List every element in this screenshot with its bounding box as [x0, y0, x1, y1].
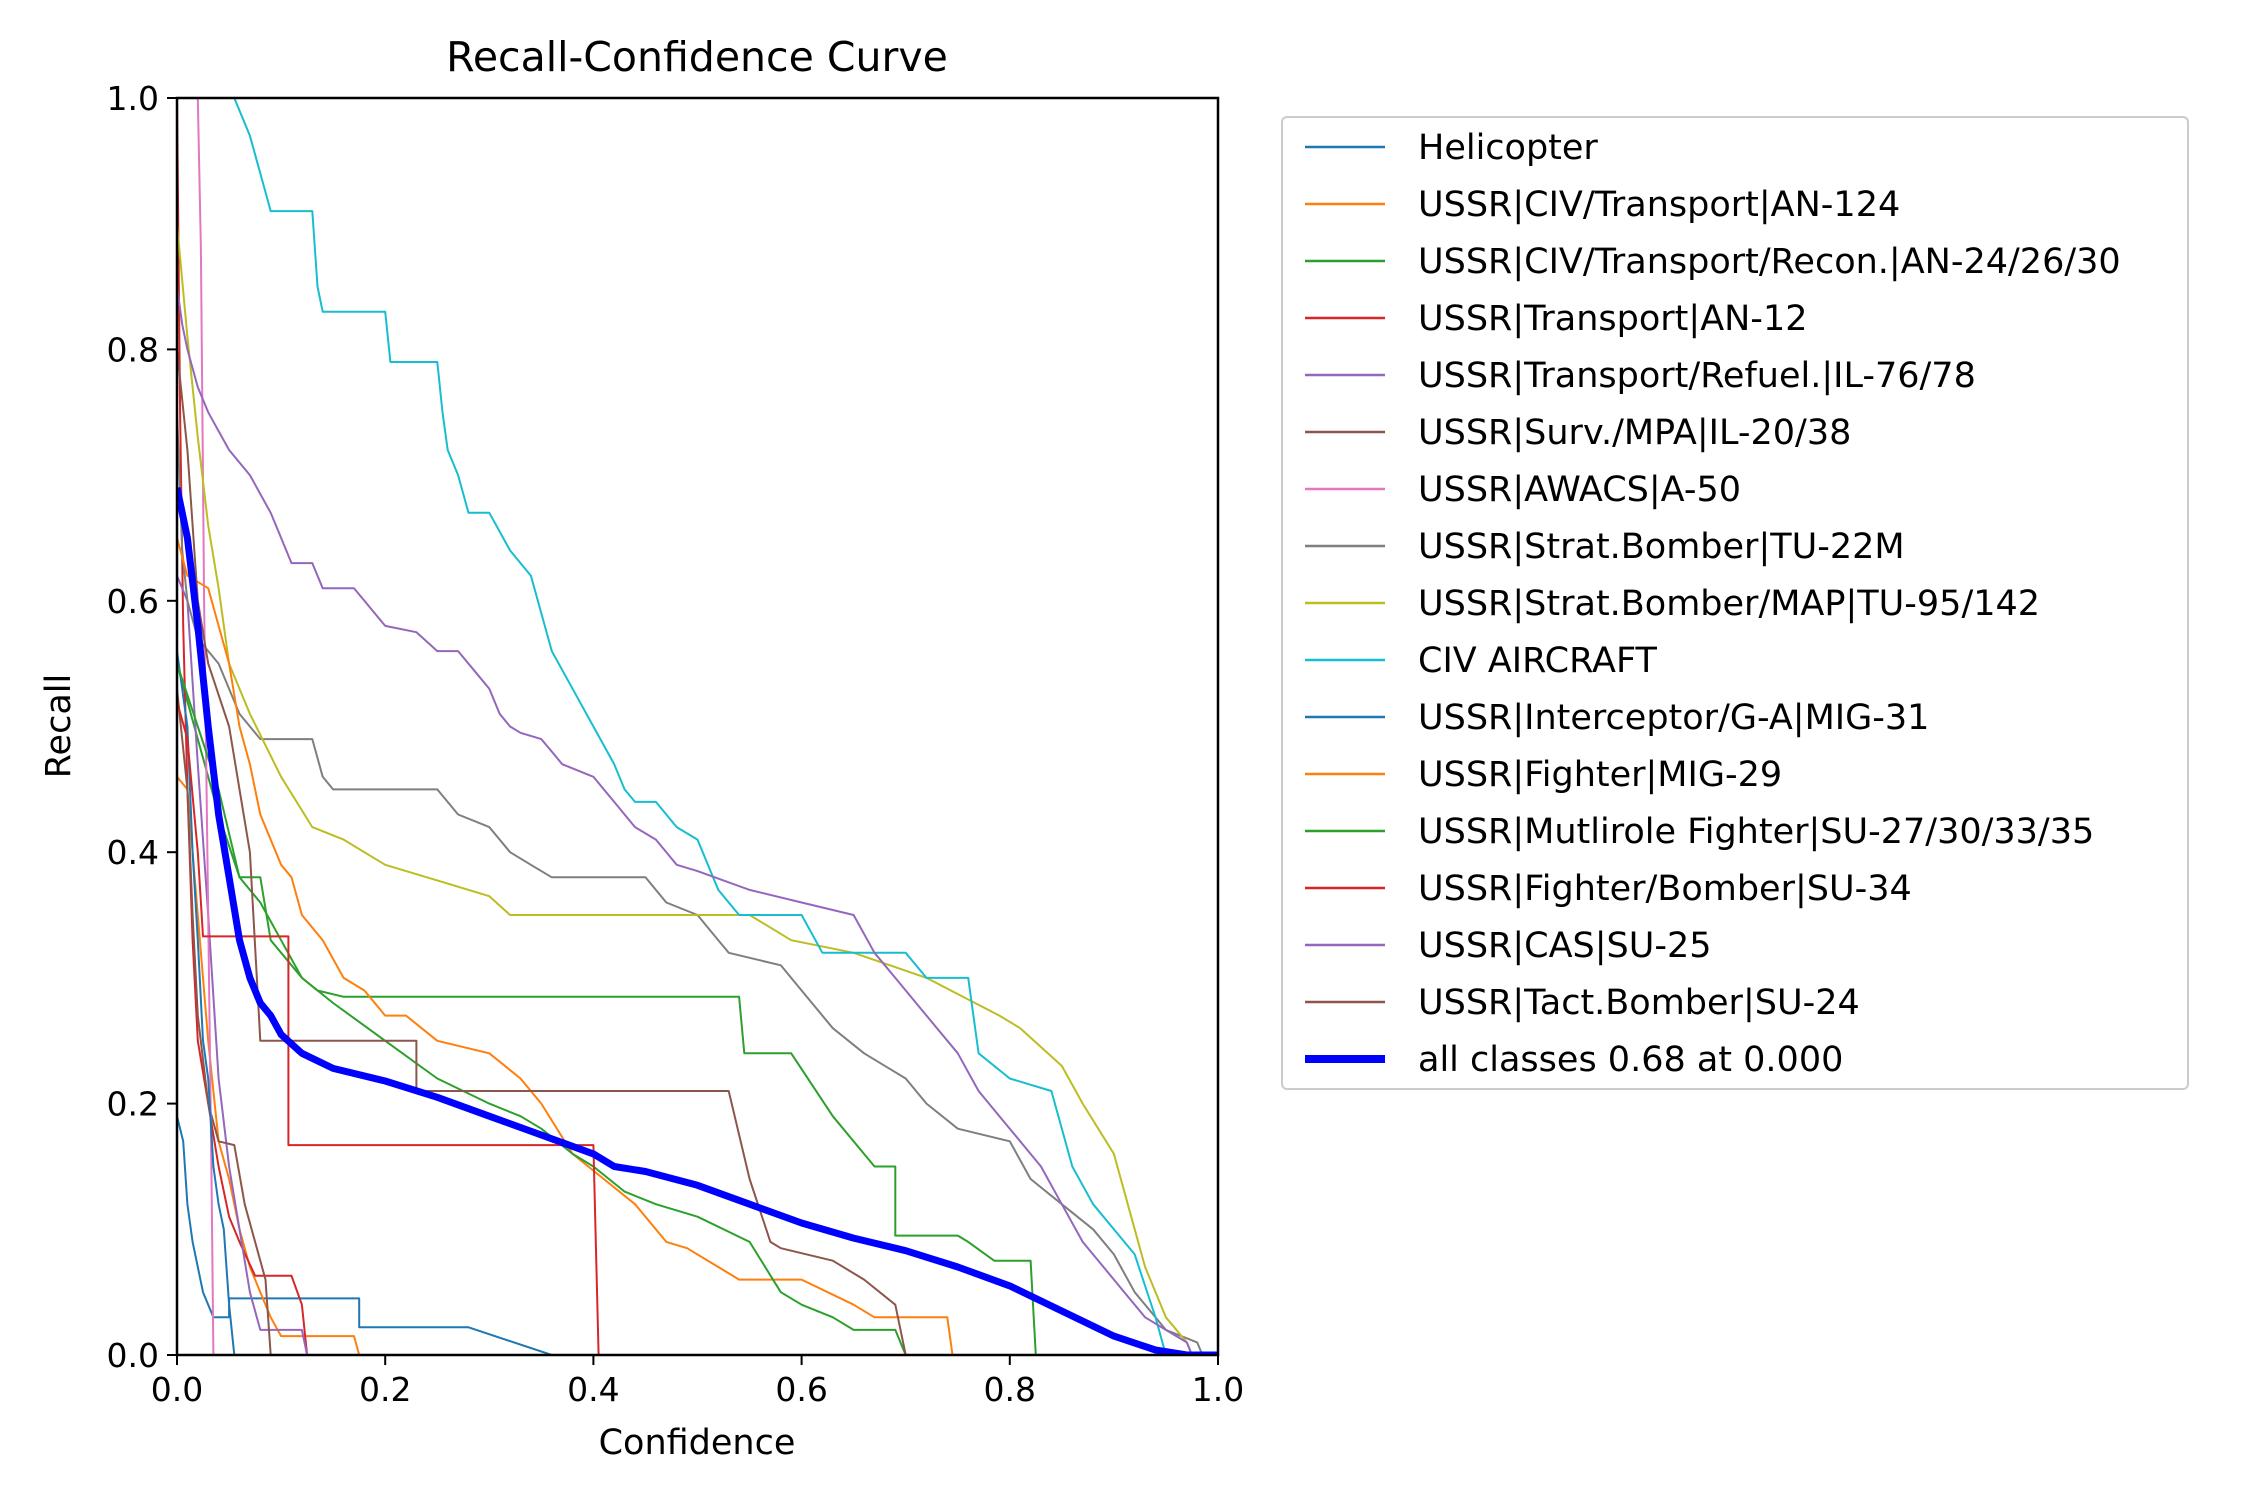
series-line-16 [177, 486, 1218, 1355]
legend-label-8: USSR|Strat.Bomber/MAP|TU-95/142 [1418, 584, 2040, 624]
x-tick-label: 0.8 [984, 1370, 1036, 1409]
legend-label-15: USSR|Tact.Bomber|SU-24 [1418, 983, 1860, 1023]
x-tick-label: 0.2 [359, 1370, 411, 1409]
series-line-2 [177, 663, 1218, 1355]
series-line-7 [177, 412, 1218, 1355]
x-axis-ticks: 0.0 0.2 0.4 0.6 0.8 1.0 [151, 1355, 1244, 1409]
y-axis-label: Recall [39, 674, 79, 778]
y-tick-label: 0.0 [107, 1336, 159, 1375]
legend-label-5: USSR|Surv./MPA|IL-20/38 [1418, 413, 1851, 453]
legend-label-7: USSR|Strat.Bomber|TU-22M [1418, 527, 1905, 567]
series-line-4 [177, 575, 1218, 1355]
y-tick-label: 0.4 [107, 833, 159, 872]
x-tick-label: 0.6 [775, 1370, 827, 1409]
y-tick-label: 0.8 [107, 330, 159, 369]
legend-label-3: USSR|Transport|AN-12 [1418, 299, 1807, 339]
series-line-1 [177, 776, 1218, 1355]
series-line-11 [177, 537, 1218, 1355]
plot-series-group [177, 98, 1218, 1355]
series-line-14 [177, 286, 1218, 1355]
legend-label-6: USSR|AWACS|A-50 [1418, 470, 1741, 510]
series-line-3 [177, 98, 1218, 1355]
legend-label-14: USSR|CAS|SU-25 [1418, 926, 1712, 966]
legend-box [1281, 116, 2189, 1090]
legend-label-2: USSR|CIV/Transport/Recon.|AN-24/26/30 [1418, 242, 2121, 282]
legend-label-16: all classes 0.68 at 0.000 [1418, 1040, 1843, 1080]
series-line-9 [233, 98, 1218, 1355]
legend-label-0: Helicopter [1418, 128, 1598, 168]
x-tick-label: 0.0 [151, 1370, 203, 1409]
y-axis-ticks: 0.0 0.2 0.4 0.6 0.8 1.0 [107, 79, 177, 1375]
y-tick-label: 1.0 [107, 79, 159, 118]
plot-frame [175, 96, 1220, 1357]
series-line-13 [177, 701, 1218, 1355]
legend-label-4: USSR|Transport/Refuel.|IL-76/78 [1418, 356, 1976, 396]
x-tick-label: 0.4 [567, 1370, 619, 1409]
legend: Helicopter USSR|CIV/Transport|AN-124 USSR|… [1281, 116, 2189, 1090]
series-line-10 [177, 650, 1218, 1355]
legend-label-10: USSR|Interceptor/G-A|MIG-31 [1418, 698, 1929, 738]
series-line-5 [177, 688, 1218, 1355]
legend-label-12: USSR|Mutlirole Fighter|SU-27/30/33/35 [1418, 812, 2094, 852]
legend-label-13: USSR|Fighter/Bomber|SU-34 [1418, 869, 1912, 909]
legend-label-9: CIV AIRCRAFT [1418, 641, 1657, 681]
series-line-6 [196, 98, 1218, 1355]
x-axis-label: Confidence [599, 1423, 796, 1463]
legend-label-11: USSR|Fighter|MIG-29 [1418, 755, 1782, 795]
chart-title: Recall-Confidence Curve [446, 33, 948, 81]
y-tick-label: 0.6 [107, 582, 159, 621]
x-tick-label: 1.0 [1192, 1370, 1244, 1409]
legend-label-1: USSR|CIV/Transport|AN-124 [1418, 185, 1900, 225]
y-tick-label: 0.2 [107, 1085, 159, 1124]
